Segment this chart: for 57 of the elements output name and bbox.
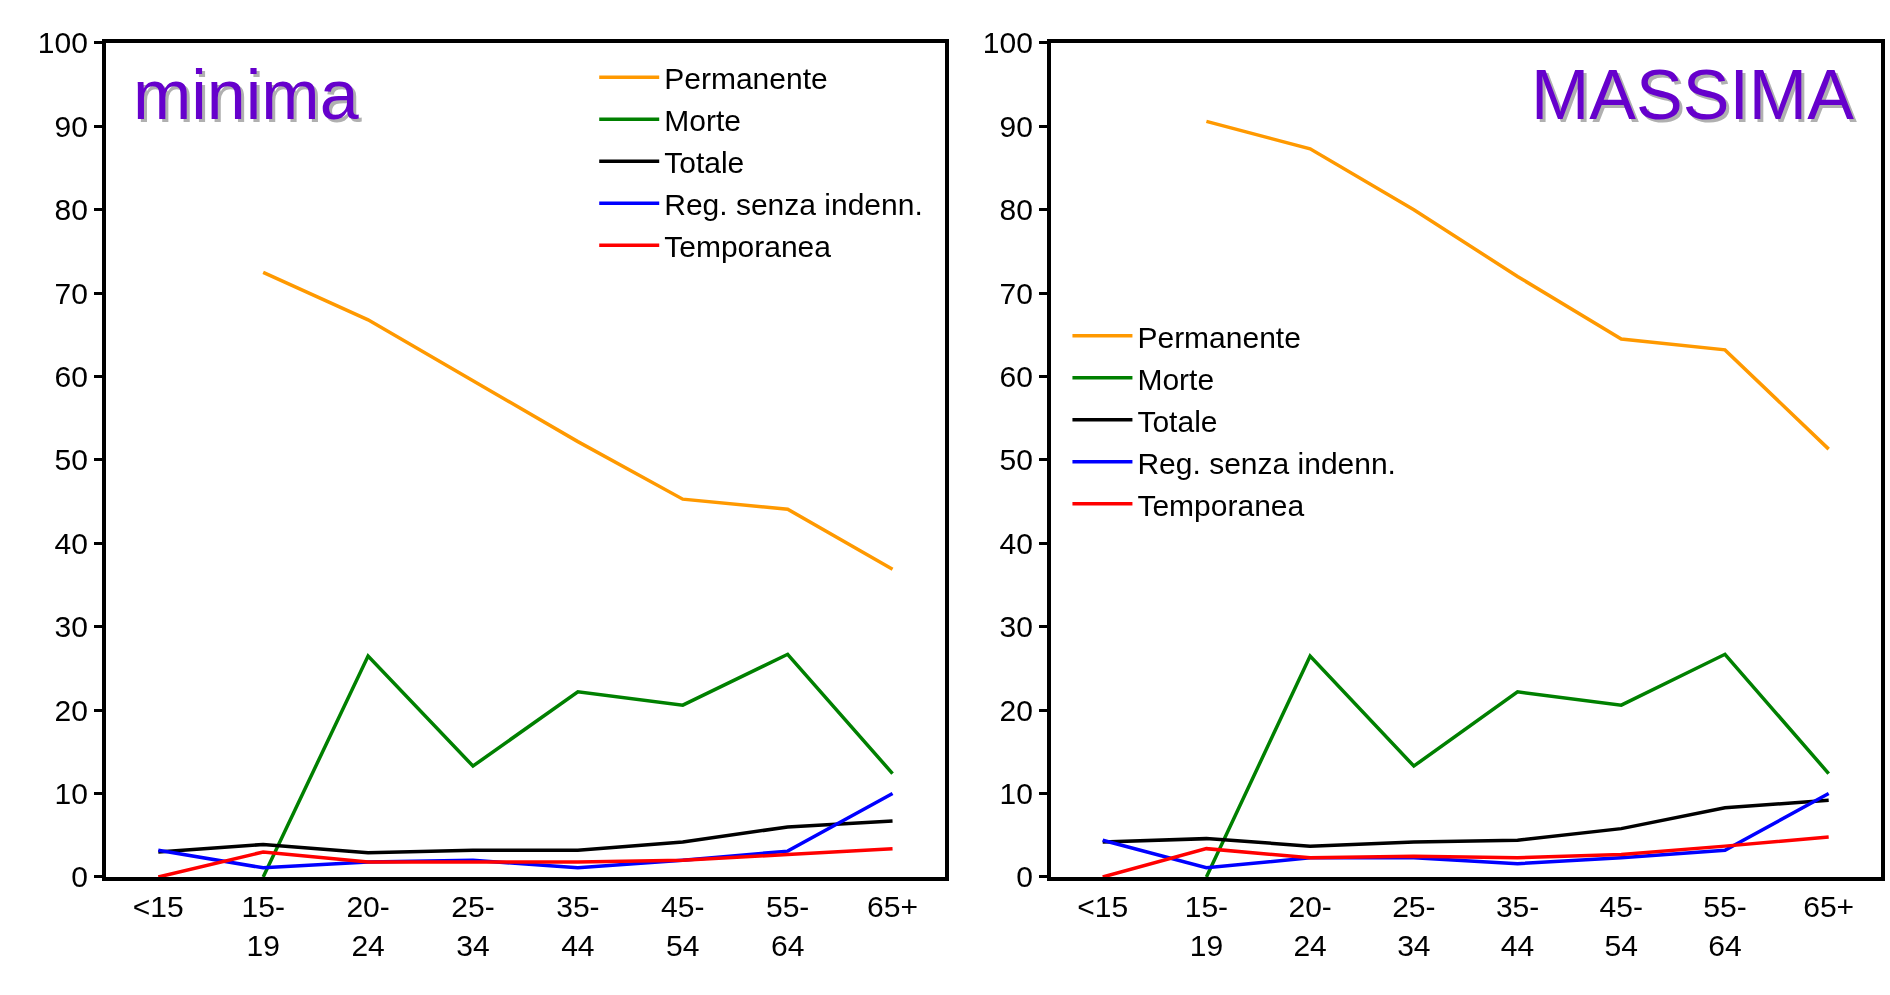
legend-label: Totale — [1137, 404, 1218, 438]
y-tick-label: 10 — [54, 777, 88, 811]
legend-label: Permanente — [664, 61, 828, 95]
line-series — [1100, 835, 1831, 877]
line-series — [261, 270, 895, 571]
line-series — [1100, 798, 1831, 848]
legend-label: Totale — [664, 145, 745, 179]
y-tick-label: 20 — [54, 693, 88, 727]
x-tick-label: 25-34 — [1392, 889, 1436, 962]
y-tick-label: 50 — [999, 443, 1033, 477]
y-tick-label: 90 — [54, 109, 88, 143]
x-tick-label: 45-54 — [661, 889, 705, 962]
legend-label: Permanente — [1137, 320, 1301, 354]
line-series — [261, 652, 895, 877]
x-tick-label: 55-64 — [1703, 889, 1747, 962]
y-tick-label: 70 — [999, 276, 1033, 310]
legend-label: Temporanea — [664, 229, 832, 263]
x-tick-label: 65+ — [867, 889, 918, 923]
y-tick-label: 30 — [54, 610, 88, 644]
y-tick-label: 40 — [999, 526, 1033, 560]
y-tick-label: 30 — [999, 610, 1033, 644]
x-tick-label: 25-34 — [451, 889, 495, 962]
y-tick-label: 40 — [54, 526, 88, 560]
chart-title: MASSIMA — [1534, 59, 1858, 137]
chart-title: minima — [136, 59, 362, 137]
y-tick-label: 20 — [999, 693, 1033, 727]
x-tick-label: <15 — [1077, 889, 1129, 923]
y-tick-label: 80 — [54, 193, 88, 227]
y-tick-label: 0 — [71, 860, 88, 894]
x-tick-label: <15 — [132, 889, 184, 923]
y-tick-label: 60 — [54, 360, 88, 394]
y-tick-label: 100 — [982, 26, 1033, 60]
legend-label: Morte — [1137, 362, 1215, 396]
x-tick-label: 65+ — [1803, 889, 1855, 923]
x-tick-label: 15-19 — [241, 889, 285, 962]
x-tick-label: 20-24 — [1288, 889, 1332, 962]
legend-label: Reg. senza indenn. — [1137, 446, 1396, 480]
legend-label: Reg. senza indenn. — [664, 187, 923, 221]
x-tick-label: 55-64 — [765, 889, 810, 962]
x-tick-label: 35-44 — [1495, 889, 1540, 962]
x-tick-label: 20-24 — [346, 889, 390, 962]
y-tick-label: 60 — [999, 360, 1033, 394]
y-tick-label: 100 — [37, 26, 88, 60]
legend-label: Temporanea — [1137, 488, 1305, 522]
line-series — [1204, 652, 1831, 877]
y-tick-label: 80 — [999, 193, 1033, 227]
x-tick-label: 15-19 — [1184, 889, 1229, 962]
y-tick-label: 10 — [999, 777, 1033, 811]
y-tick-label: 90 — [999, 109, 1033, 143]
legend-label: Morte — [664, 103, 741, 137]
line-series — [156, 846, 895, 877]
y-tick-label: 0 — [1016, 860, 1033, 894]
y-tick-label: 70 — [54, 276, 88, 310]
line-series — [156, 819, 895, 855]
x-tick-label: 45-54 — [1599, 889, 1643, 962]
y-tick-label: 50 — [54, 443, 88, 477]
x-tick-label: 35-44 — [556, 889, 600, 962]
